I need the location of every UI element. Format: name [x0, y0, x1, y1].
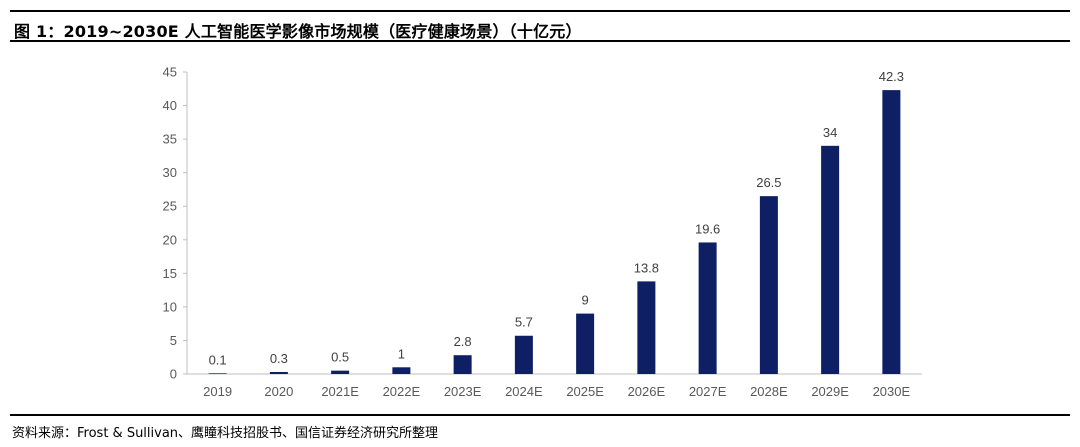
x-tick-label: 2020	[264, 384, 293, 399]
data-label-2026e: 13.8	[634, 260, 659, 275]
bar-2028e	[759, 196, 778, 374]
y-tick-label: 35	[163, 132, 177, 147]
y-tick-label: 25	[163, 199, 177, 214]
source-footer: 资料来源：Frost & Sullivan、鹰瞳科技招股书、国信证券经济研究所整…	[10, 414, 1070, 441]
y-tick-label: 0	[170, 367, 177, 382]
y-axis-ticks: 0 5 10 15 20 25 30 35 40 45	[163, 65, 187, 382]
data-label-2030e: 42.3	[879, 69, 904, 84]
x-tick-label: 2029E	[811, 384, 849, 399]
x-axis-ticks: 2019 2020 2021E 2022E 2023E 2024E 2025E 2026E 20…	[203, 384, 910, 399]
y-tick-label: 10	[163, 299, 177, 314]
bar-2029e	[821, 145, 840, 374]
data-label-2019: 0.1	[209, 352, 227, 367]
y-tick-label: 20	[163, 232, 177, 247]
data-label-2022e: 1	[398, 346, 405, 361]
bar-2024e	[514, 335, 533, 374]
data-label-2023e: 2.8	[454, 334, 472, 349]
y-tick-label: 15	[163, 266, 177, 281]
bar-2027e	[698, 242, 717, 374]
data-label-2028e: 26.5	[756, 175, 781, 190]
x-tick-label: 2021E	[321, 384, 359, 399]
x-tick-label: 2030E	[873, 384, 911, 399]
data-label-2027e: 19.6	[695, 221, 720, 236]
bar-series	[208, 90, 901, 375]
data-labels: 0.1 0.3 0.5 1 2.8 5.7 9 13.8 19.6 26.5 34 42.3	[209, 69, 904, 367]
x-tick-label: 2025E	[566, 384, 604, 399]
bar-2023e	[453, 355, 472, 374]
data-label-2029e: 34	[823, 125, 837, 140]
bar-2019	[208, 373, 227, 374]
data-label-2021e: 0.5	[331, 350, 349, 365]
data-label-2020: 0.3	[270, 351, 288, 366]
bar-2021e	[331, 370, 350, 374]
figure-title-bar: 图 1：2019~2030E 人工智能医学影像市场规模（医疗健康场景）（十亿元）	[10, 10, 1070, 42]
x-tick-label: 2026E	[628, 384, 666, 399]
y-tick-label: 40	[163, 98, 177, 113]
data-label-2025e: 9	[582, 293, 589, 308]
bar-2025e	[576, 313, 595, 374]
x-tick-label: 2022E	[383, 384, 421, 399]
x-tick-label: 2023E	[444, 384, 482, 399]
source-note: 资料来源：Frost & Sullivan、鹰瞳科技招股书、国信证券经济研究所整…	[12, 426, 439, 441]
y-tick-label: 45	[163, 65, 177, 80]
x-tick-label: 2027E	[689, 384, 727, 399]
y-tick-label: 5	[170, 333, 177, 348]
bar-2022e	[392, 367, 411, 374]
x-tick-label: 2028E	[750, 384, 788, 399]
y-tick-label: 30	[163, 165, 177, 180]
bar-2026e	[637, 281, 656, 374]
x-tick-label: 2019	[203, 384, 232, 399]
bar-2020	[269, 371, 288, 374]
data-label-2024e: 5.7	[515, 315, 533, 330]
figure-title: 图 1：2019~2030E 人工智能医学影像市场规模（医疗健康场景）（十亿元）	[14, 22, 582, 41]
x-tick-label: 2024E	[505, 384, 543, 399]
bar-2030e	[882, 90, 901, 375]
